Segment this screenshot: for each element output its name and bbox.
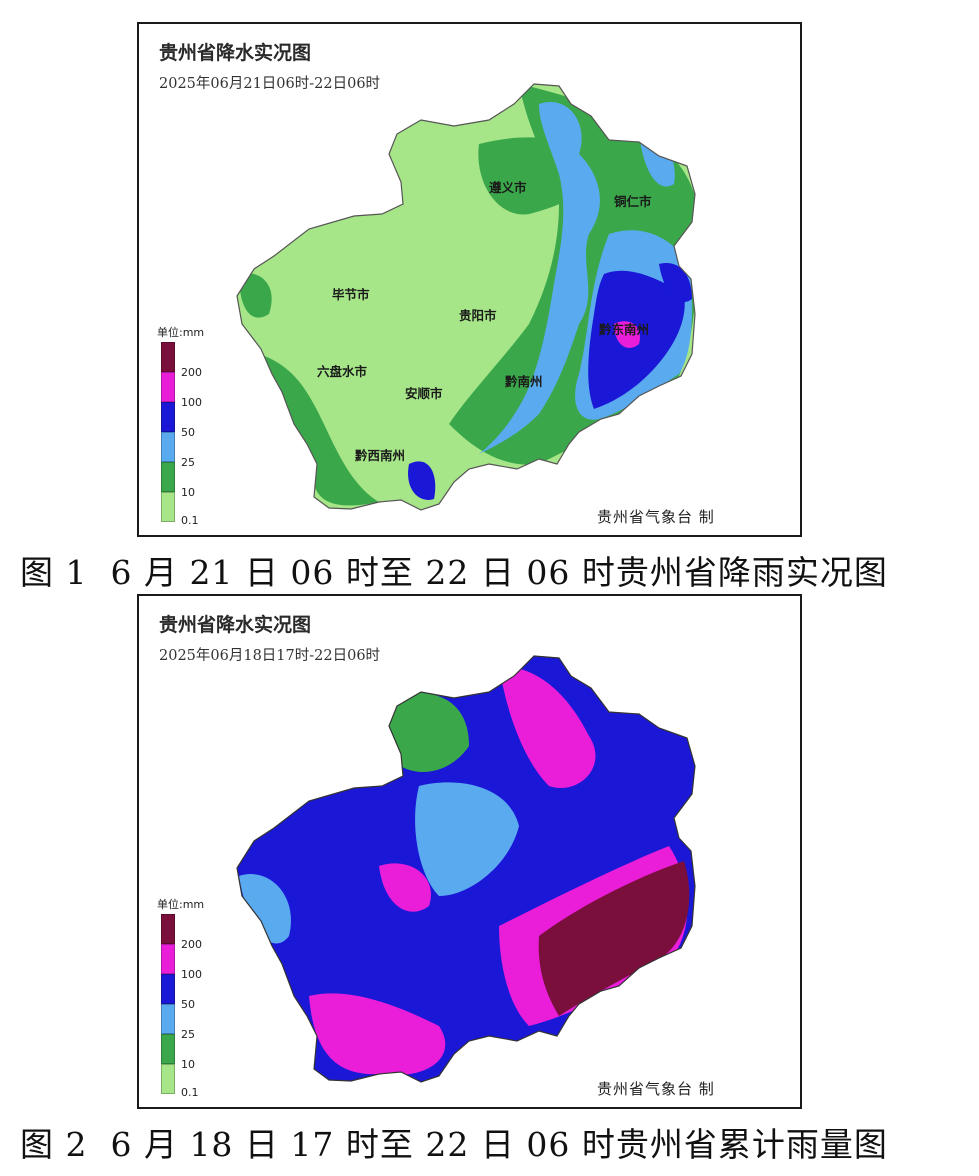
legend-unit: 单位:mm <box>157 326 205 339</box>
rain-0-1-area <box>237 84 695 510</box>
rainfall-map-panel-2: 贵州省降水实况图 2025年06月18日17时-22日06时 单位:mm 200… <box>137 594 802 1109</box>
legend-label: 25 <box>181 456 195 469</box>
city-label-qiandongnan: 黔东南州 <box>599 322 649 337</box>
city-label-tongren: 铜仁市 <box>614 194 652 209</box>
legend-swatch-50 <box>161 402 175 432</box>
rainfall-map-panel-1: 遵义市 铜仁市 毕节市 贵阳市 六盘水市 安顺市 黔南州 黔西南州 黔东南州 贵… <box>137 22 802 537</box>
legend-label: 10 <box>181 1058 195 1071</box>
province-boundary <box>236 655 696 1083</box>
map-credit: 贵州省气象台 制 <box>597 1080 715 1098</box>
city-label-bijie: 毕节市 <box>332 287 370 302</box>
city-label-zunyi: 遵义市 <box>489 180 527 195</box>
province-boundary <box>236 83 696 511</box>
legend-swatch-25 <box>161 1004 175 1034</box>
rain-10-area <box>239 273 272 318</box>
rain-10-area <box>259 354 379 506</box>
rainfall-legend: 单位:mm 200 100 50 25 10 0.1 <box>157 896 237 1099</box>
legend-label: 0.1 <box>181 1086 199 1099</box>
rain-100-area <box>499 666 596 788</box>
city-label-anshun: 安顺市 <box>405 386 443 401</box>
legend-unit: 单位:mm <box>157 898 205 911</box>
legend-label: 50 <box>181 998 195 1011</box>
rain-100-area <box>379 863 431 912</box>
legend-swatch-100 <box>161 372 175 402</box>
legend-label: 200 <box>181 366 202 379</box>
rain-25-area <box>415 782 519 896</box>
rain-100-area <box>309 993 446 1076</box>
legend-label: 50 <box>181 426 195 439</box>
legend-swatch-10 <box>161 1034 175 1064</box>
city-label-qiannan: 黔南州 <box>505 374 543 389</box>
rain-50-area <box>408 461 436 500</box>
guizhou-map-1: 遵义市 铜仁市 毕节市 贵阳市 六盘水市 安顺市 黔南州 黔西南州 黔东南州 <box>236 83 696 511</box>
city-label-liupanshui: 六盘水市 <box>317 364 368 379</box>
map-time-range: 2025年06月21日06时-22日06时 <box>159 76 381 92</box>
legend-label: 10 <box>181 486 195 499</box>
map-title: 贵州省降水实况图 <box>159 614 312 636</box>
legend-swatch-10 <box>161 462 175 492</box>
rain-200-area <box>538 861 690 1016</box>
legend-swatch-0-1 <box>161 1064 175 1094</box>
figure-caption-2: 图 2 6 月 18 日 17 时至 22 日 06 时贵州省累计雨量图 <box>20 1125 888 1164</box>
rain-100-area <box>614 321 640 348</box>
rain-25-area <box>239 874 291 944</box>
rain-50-area <box>659 263 692 303</box>
legend-swatch-25 <box>161 432 175 462</box>
map-time-range: 2025年06月18日17时-22日06时 <box>159 648 381 664</box>
legend-swatch-50 <box>161 974 175 1004</box>
legend-label: 25 <box>181 1028 195 1041</box>
guizhou-map-2 <box>236 655 696 1083</box>
legend-label: 100 <box>181 396 202 409</box>
legend-swatch-100 <box>161 944 175 974</box>
legend-swatch-0-1 <box>161 492 175 522</box>
city-label-guiyang: 贵阳市 <box>459 308 497 323</box>
figure-caption-1: 图 1 6 月 21 日 06 时至 22 日 06 时贵州省降雨实况图 <box>20 553 888 592</box>
rainfall-legend: 单位:mm 200 100 50 25 10 0.1 <box>157 324 237 527</box>
legend-label: 0.1 <box>181 514 199 527</box>
legend-swatch-200plus <box>161 342 175 372</box>
map-credit: 贵州省气象台 制 <box>597 508 715 526</box>
map-title: 贵州省降水实况图 <box>159 42 312 64</box>
legend-label: 200 <box>181 938 202 951</box>
city-label-qianxinan: 黔西南州 <box>355 448 405 463</box>
legend-swatch-200plus <box>161 914 175 944</box>
rain-25-area <box>479 102 600 454</box>
legend-label: 100 <box>181 968 202 981</box>
rain-10-area <box>381 692 469 773</box>
